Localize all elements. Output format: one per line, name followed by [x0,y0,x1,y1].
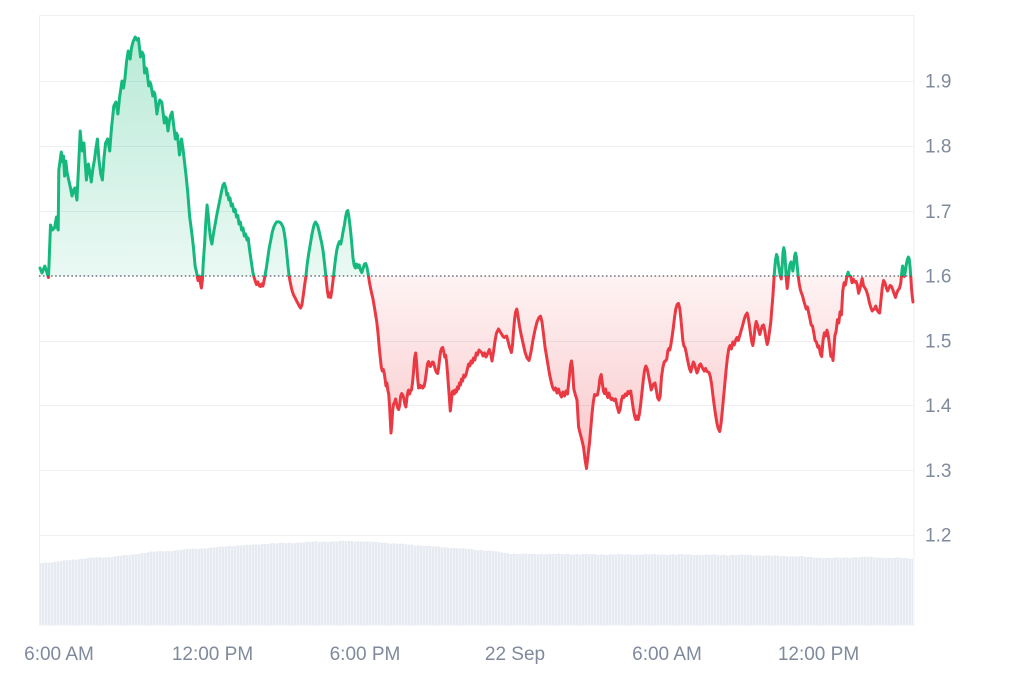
svg-text:1.7: 1.7 [925,202,951,223]
svg-text:12:00 PM: 12:00 PM [778,644,859,665]
svg-text:22 Sep: 22 Sep [485,644,545,665]
svg-text:1.8: 1.8 [925,137,951,158]
svg-text:6:00 AM: 6:00 AM [24,644,94,665]
svg-text:12:00 PM: 12:00 PM [172,644,253,665]
svg-text:1.9: 1.9 [925,72,951,93]
svg-text:1.5: 1.5 [925,332,951,353]
svg-text:1.4: 1.4 [925,396,952,417]
svg-text:1.2: 1.2 [925,526,951,547]
svg-text:6:00 PM: 6:00 PM [330,644,401,665]
svg-text:1.3: 1.3 [925,461,951,482]
svg-text:1.6: 1.6 [925,267,951,288]
svg-text:6:00 AM: 6:00 AM [632,644,702,665]
